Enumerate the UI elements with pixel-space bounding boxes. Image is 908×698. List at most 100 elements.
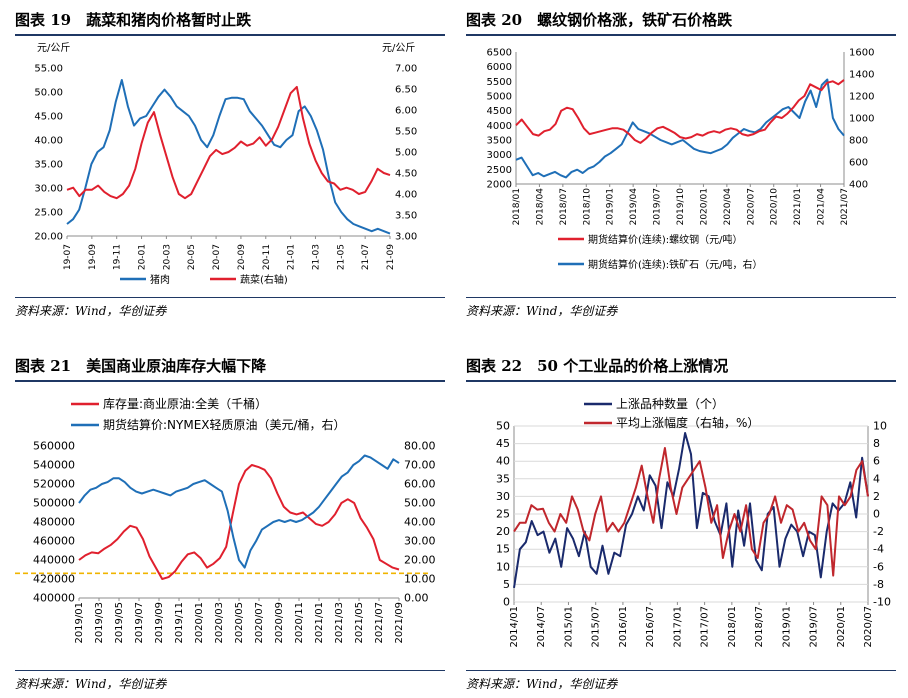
x-tick-label: 2020/07 [863,606,874,648]
series-line [513,447,869,577]
right-tick-label: 800 [849,136,868,147]
x-tick-label: 2021/01 [314,602,325,644]
right-tick-label: 4.00 [395,190,417,201]
right-tick-label: 6 [873,455,880,468]
chart-20-svg: 6500 6000 5500 5000 4500 4000 3500 3000 2500 2000… [487,48,875,272]
right-tick-label: -10 [873,596,891,609]
x-tick-label: 2016/07 [645,606,656,648]
right-tick-label: 10.00 [404,573,436,586]
x-tick-label: 2019/07 [134,602,145,644]
right-unit-label: 元/公斤 [382,42,415,54]
x-tick-label: 2019/01 [74,602,85,644]
panel-chart-20: 图表 20 螺纹钢价格涨，铁矿石价格跌 6500 6000 5500 5000 4500… [466,0,896,330]
x-tick-label: 2014/07 [536,606,547,648]
right-tick-label: 0.00 [404,592,429,605]
x-tick-label: 19-09 [88,244,98,270]
x-tick-label: 2018/01 [512,188,522,225]
left-tick-label: 500000 [33,497,75,510]
left-tick-label: 0 [503,596,510,609]
x-tick-label: 2021/09 [394,602,405,644]
right-tick-label: 0 [873,508,880,521]
x-tick-label: 2019/05 [114,602,125,644]
x-tick-label: 21-07 [361,244,371,270]
left-unit-label: 元/公斤 [37,42,70,54]
right-tick-label: 4 [873,472,880,485]
x-tick-label: 20-05 [187,244,197,270]
right-tick-label: 6.50 [395,85,417,96]
chart-19-svg: 55.00 50.00 45.00 40.00 35.00 30.00 25.00 20.00… [34,42,417,286]
left-tick-label: 30.00 [34,184,63,195]
left-tick-label: 5500 [487,77,512,88]
right-tick-label: 1000 [849,114,874,125]
x-tick-label: 21-03 [311,244,321,270]
legend-label: 期货结算价(连续):铁矿石（元/吨，右） [588,258,763,271]
x-tick-label: 2020/10 [770,188,780,226]
legend-label: 蔬菜(右轴) [240,273,288,286]
chart-title: 图表 21 美国商业原油库存大幅下降 [15,357,267,375]
left-tick-label: 420000 [33,573,75,586]
left-tick-label: 400000 [33,592,75,605]
x-tick-label: 2017/01 [672,606,683,648]
left-tick-label: 2500 [487,165,512,176]
left-tick-label: 2000 [487,180,512,191]
x-tick-label: 2020/07 [254,602,265,644]
x-tick-label: 2016/01 [618,606,629,648]
x-tick-label: 2019/07 [653,188,663,225]
x-tick-label: 2015/07 [591,606,602,648]
left-tick-label: 3500 [487,136,512,147]
left-tick-label: 10 [496,560,510,573]
panel-chart-19: 图表 19 蔬菜和猪肉价格暂时止跌 55.00 50.00 45.00 40.00 35… [15,0,445,330]
x-tick-label: 19-07 [63,244,73,270]
x-tick-label: 2021/01 [793,188,803,225]
left-tick-label: 540000 [33,459,75,472]
chart-21-svg: 560000 540000 520000 500000 480000 460000 4400… [15,396,436,644]
left-tick-label: 15 [496,543,510,556]
left-tick-label: 480000 [33,516,75,529]
right-tick-label: 5.50 [395,127,417,138]
left-tick-label: 6000 [487,62,512,73]
right-tick-label: 1200 [849,92,874,103]
x-tick-label: 2021/04 [817,188,827,226]
right-tick-label: 1400 [849,70,874,81]
x-tick-label: 2019/01 [781,606,792,648]
right-tick-label: 7.00 [395,64,417,75]
title-rule [15,34,445,36]
left-tick-label: 560000 [33,440,75,453]
x-tick-label: 2021/07 [840,188,850,225]
left-tick-label: 5 [503,578,510,591]
right-tick-label: 20.00 [404,554,436,567]
right-tick-label: 10 [873,420,887,433]
right-tick-label: 600 [849,158,868,169]
title-rule [466,380,896,382]
source-rule [466,297,896,298]
x-tick-label: 2019/10 [676,188,686,226]
x-tick-label: 20-01 [138,244,148,270]
left-tick-label: 25.00 [34,208,63,219]
x-tick-label: 21-05 [336,244,346,270]
right-tick-label: 80.00 [404,440,436,453]
legend-label: 猪肉 [150,273,170,286]
left-tick-label: 50.00 [34,88,63,99]
x-tick-label: 2021/07 [374,602,385,644]
x-tick-label: 2021/05 [354,602,365,644]
left-tick-label: 35 [496,472,510,485]
source-note: 资料来源：Wind，华创证券 [15,304,167,318]
x-tick-label: 2019/04 [629,188,639,226]
x-tick-label: 2020/01 [836,606,847,648]
x-tick-label: 2019/01 [606,188,616,225]
left-tick-label: 50 [496,420,510,433]
legend-label: 上涨品种数量（个） [616,396,724,411]
chart-title: 图表 19 蔬菜和猪肉价格暂时止跌 [15,11,252,29]
title-rule [466,34,896,36]
series-line [78,464,400,580]
source-note: 资料来源：Wind，华创证券 [466,677,618,691]
x-tick-label: 2020/03 [214,602,225,644]
left-tick-label: 6500 [487,48,512,59]
legend-label: 库存量:商业原油:全美（千桶） [103,396,267,411]
x-tick-label: 2015/01 [563,606,574,648]
series-line [66,79,391,235]
right-tick-label: -4 [873,543,884,556]
right-tick-label: 4.50 [395,169,417,180]
series-line [515,78,845,179]
left-tick-label: 35.00 [34,160,63,171]
